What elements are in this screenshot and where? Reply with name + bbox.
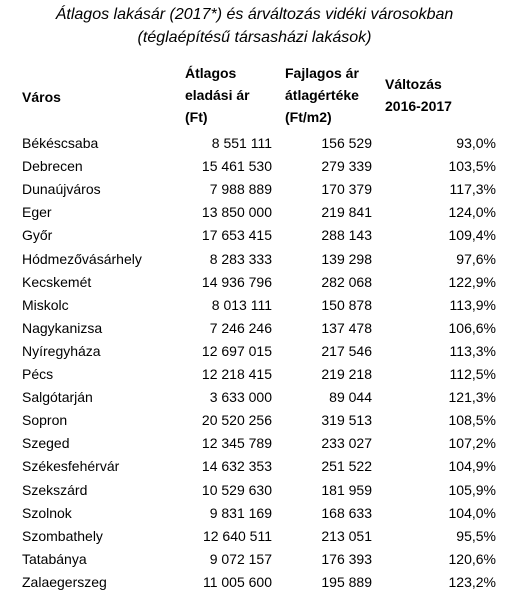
city: Szeged (22, 435, 70, 452)
value: 105,9% (448, 481, 496, 498)
header-cell: 2016-2017 (385, 98, 452, 114)
value: 7 246 246 (209, 319, 272, 336)
value: 108,5% (448, 412, 496, 429)
value: 8 013 111 (211, 296, 272, 313)
value: 288 143 (321, 227, 372, 244)
value: 95,5% (456, 527, 496, 544)
value: 217 546 (321, 342, 372, 359)
city: Győr (22, 227, 53, 244)
value: 120,6% (448, 550, 496, 567)
city: Eger (22, 204, 52, 221)
value: 89 044 (329, 389, 372, 406)
city: Békéscsaba (22, 135, 99, 151)
header-cell: (Ft) (185, 109, 208, 125)
value: 9 831 169 (209, 504, 272, 521)
value: 122,9% (448, 273, 496, 290)
city: Kecskemét (22, 273, 92, 290)
value: 282 068 (321, 273, 372, 290)
header-cell: átlagértéke (285, 87, 359, 103)
value: 279 339 (321, 158, 372, 175)
city: Miskolc (22, 296, 69, 313)
city: Nyíregyháza (22, 342, 101, 359)
value: 7 988 889 (209, 181, 272, 198)
subtitle: (téglaépítésű társasházi lakások) (137, 29, 372, 46)
value: 17 653 415 (201, 227, 272, 244)
value: 8 283 333 (209, 250, 272, 267)
value: 181 959 (321, 481, 372, 498)
value: 14 936 796 (201, 273, 272, 290)
header-cell: (Ft/m2) (285, 109, 332, 125)
value: 106,6% (448, 319, 496, 336)
value: 97,6% (456, 250, 496, 267)
value: 112,5% (449, 366, 496, 382)
city: Szekszárd (22, 481, 88, 498)
value: 124,0% (448, 204, 496, 221)
value: 150 878 (321, 296, 372, 313)
value: 195 889 (321, 573, 372, 590)
value: 137 478 (321, 319, 372, 336)
header-cell: Átlagos (185, 65, 237, 81)
value: 15 461 530 (201, 158, 272, 175)
city: Zalaegerszeg (22, 573, 107, 590)
city: Debrecen (22, 158, 83, 175)
value: 213 051 (321, 527, 372, 544)
value: 319 513 (321, 412, 372, 429)
value: 139 298 (321, 250, 372, 267)
value: 121,3% (448, 389, 496, 406)
header-cell: Fajlagos ár (285, 65, 359, 81)
value: 251 522 (321, 458, 372, 475)
value: 93,0% (456, 135, 496, 151)
value: 14 632 353 (201, 458, 272, 475)
city: Dunaújváros (22, 181, 101, 198)
city: Pécs (22, 366, 54, 382)
value: 176 393 (321, 550, 372, 567)
value: 8 551 111 (211, 135, 272, 151)
value: 123,2% (448, 573, 496, 590)
value: 12 345 789 (201, 435, 272, 452)
value: 103,5% (448, 158, 496, 175)
value: 3 633 000 (209, 389, 272, 406)
city: Salgótarján (22, 389, 93, 406)
value: 13 850 000 (201, 204, 272, 221)
value: 107,2% (448, 435, 496, 452)
value: 113,3% (449, 342, 496, 359)
header-cell: Változás (385, 76, 442, 92)
value: 12 640 511 (202, 527, 272, 544)
city: Nagykanizsa (22, 319, 103, 336)
value: 117,3% (449, 181, 496, 198)
value: 11 005 600 (202, 573, 272, 590)
city: Sopron (22, 412, 68, 429)
value: 219 841 (321, 204, 372, 221)
city: Székesfehérvár (22, 458, 120, 475)
value: 20 520 256 (201, 412, 272, 429)
value: 104,0% (448, 504, 496, 521)
value: 104,9% (448, 458, 496, 475)
value: 12 697 015 (201, 342, 272, 359)
city: Szombathely (22, 527, 103, 544)
city: Szolnok (22, 504, 72, 521)
header-cell: Város (22, 89, 61, 105)
value: 10 529 630 (201, 481, 272, 498)
header-cell: eladási ár (185, 87, 250, 103)
value: 170 379 (321, 181, 372, 198)
value: 168 633 (321, 504, 372, 521)
value: 233 027 (321, 435, 372, 452)
city: Hódmezővásárhely (22, 250, 142, 267)
city: Tatabánya (22, 550, 87, 567)
value: 109,4% (448, 227, 496, 244)
value: 9 072 157 (209, 550, 272, 567)
value: 156 529 (321, 135, 372, 151)
value: 12 218 415 (201, 366, 272, 382)
value: 113,9% (449, 296, 496, 313)
value: 219 218 (321, 366, 372, 382)
title: Átlagos lakásár (2017*) és árváltozás vi… (55, 6, 454, 23)
